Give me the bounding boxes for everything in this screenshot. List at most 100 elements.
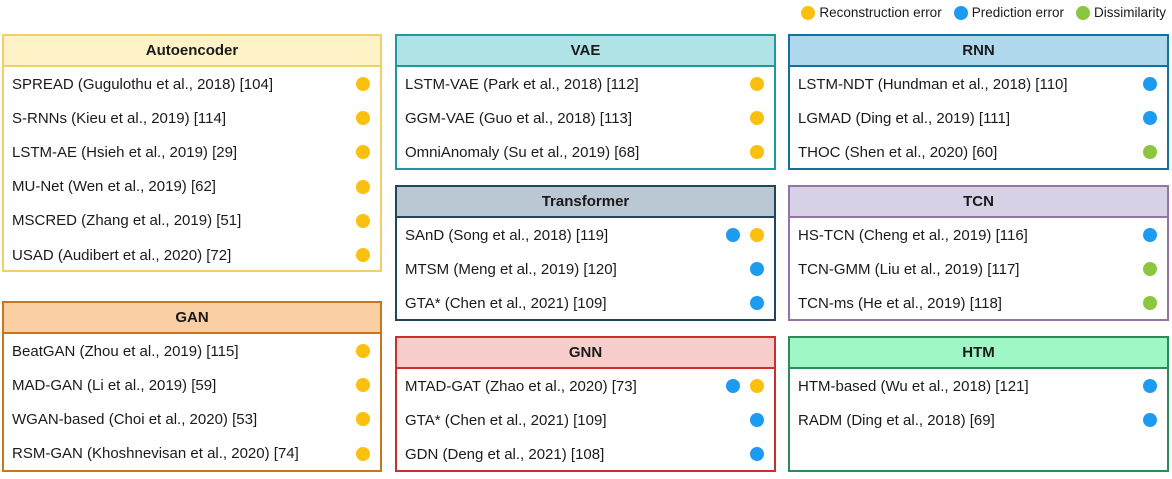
method-label: MU-Net (Wen et al., 2019) [62] [12, 178, 216, 196]
reconstruction-error-dot-icon [801, 5, 816, 20]
indicator-dots [750, 145, 764, 160]
method-row: MU-Net (Wen et al., 2019) [62] [4, 170, 380, 204]
method-row: SPREAD (Gugulothu et al., 2018) [104] [4, 67, 380, 101]
prediction-dot-icon [750, 262, 764, 277]
indicator-dots [1143, 296, 1157, 311]
reconstruction-dot-icon [750, 145, 764, 160]
reconstruction-dot-icon [356, 446, 370, 461]
method-label: USAD (Audibert et al., 2020) [72] [12, 246, 232, 264]
method-label: SAnD (Song et al., 2018) [119] [405, 226, 609, 244]
method-row: LGMAD (Ding et al., 2019) [111] [790, 101, 1167, 135]
gan-box: GAN BeatGAN (Zhou et al., 2019) [115] MAD-… [2, 301, 382, 472]
indicator-dots [356, 145, 370, 160]
reconstruction-dot-icon [750, 228, 764, 243]
tcn-box: TCN HS-TCN (Cheng et al., 2019) [116] TCN-… [788, 185, 1169, 321]
autoencoder-box-title: Autoencoder [4, 36, 380, 67]
reconstruction-dot-icon [356, 248, 370, 263]
method-row: HS-TCN (Cheng et al., 2019) [116] [790, 218, 1167, 252]
reconstruction-dot-icon [750, 77, 764, 92]
legend-label-prediction: Prediction error [971, 5, 1064, 20]
reconstruction-dot-icon [356, 412, 370, 427]
indicator-dots [1143, 228, 1157, 243]
prediction-dot-icon [750, 296, 764, 311]
htm-box-title: HTM [790, 338, 1167, 369]
method-row: HTM-based (Wu et al., 2018) [121] [790, 369, 1167, 403]
legend-item-dissimilarity: Dissimilarity [1076, 5, 1166, 20]
method-row: WGAN-based (Choi et al., 2020) [53] [4, 402, 380, 436]
method-label: SPREAD (Gugulothu et al., 2018) [104] [12, 75, 273, 93]
method-row: MSCRED (Zhang et al., 2019) [51] [4, 204, 380, 238]
method-row: GTA* (Chen et al., 2021) [109] [397, 403, 774, 437]
prediction-dot-icon [1143, 228, 1157, 243]
indicator-dots [750, 296, 764, 311]
indicator-dots [1143, 379, 1157, 394]
method-label: LSTM-NDT (Hundman et al., 2018) [110] [798, 75, 1068, 93]
reconstruction-dot-icon [356, 77, 370, 92]
prediction-error-dot-icon [953, 5, 968, 20]
indicator-dots [1143, 111, 1157, 126]
dissimilarity-dot-icon [1143, 262, 1157, 277]
reconstruction-dot-icon [750, 111, 764, 126]
legend-label-dissimilarity: Dissimilarity [1094, 5, 1166, 20]
indicator-dots [726, 379, 764, 394]
prediction-dot-icon [1143, 111, 1157, 126]
method-row: LSTM-NDT (Hundman et al., 2018) [110] [790, 67, 1167, 101]
method-row: TCN-GMM (Liu et al., 2019) [117] [790, 252, 1167, 286]
indicator-dots [750, 413, 764, 428]
prediction-dot-icon [726, 228, 740, 243]
method-row: SAnD (Song et al., 2018) [119] [397, 218, 774, 252]
reconstruction-dot-icon [750, 379, 764, 394]
indicator-dots [1143, 262, 1157, 277]
indicator-dots [356, 77, 370, 92]
vae-box-title: VAE [397, 36, 774, 67]
indicator-dots [750, 262, 764, 277]
indicator-dots [1143, 77, 1157, 92]
method-label: RSM-GAN (Khoshnevisan et al., 2020) [74] [12, 445, 299, 463]
method-row: USAD (Audibert et al., 2020) [72] [4, 238, 380, 272]
legend-item-reconstruction: Reconstruction error [801, 5, 942, 20]
method-label: TCN-ms (He et al., 2019) [118] [798, 294, 1002, 312]
method-row: BeatGAN (Zhou et al., 2019) [115] [4, 334, 380, 368]
dissimilarity-dot-icon [1143, 145, 1157, 160]
method-row: GGM-VAE (Guo et al., 2018) [113] [397, 101, 774, 135]
method-label: TCN-GMM (Liu et al., 2019) [117] [798, 260, 1020, 278]
prediction-dot-icon [750, 413, 764, 428]
reconstruction-dot-icon [356, 378, 370, 393]
indicator-dots [726, 228, 764, 243]
indicator-dots [750, 111, 764, 126]
indicator-dots [356, 111, 370, 126]
indicator-dots [356, 179, 370, 194]
prediction-dot-icon [726, 379, 740, 394]
method-label: GTA* (Chen et al., 2021) [109] [405, 411, 607, 429]
dissimilarity-dot-icon [1076, 5, 1090, 20]
prediction-dot-icon [1143, 77, 1157, 92]
gnn-box: GNN MTAD-GAT (Zhao et al., 2020) [73] GTA*… [395, 336, 776, 472]
indicator-dots [356, 378, 370, 393]
indicator-dots [356, 213, 370, 228]
method-label: BeatGAN (Zhou et al., 2019) [115] [12, 342, 239, 360]
method-label: WGAN-based (Choi et al., 2020) [53] [12, 410, 258, 428]
prediction-dot-icon [750, 447, 764, 462]
method-label: GTA* (Chen et al., 2021) [109] [405, 294, 607, 312]
indicator-dots [356, 248, 370, 263]
reconstruction-dot-icon [356, 213, 370, 228]
method-row: GTA* (Chen et al., 2021) [109] [397, 286, 774, 320]
reconstruction-dot-icon [356, 145, 370, 160]
rnn-box: RNN LSTM-NDT (Hundman et al., 2018) [110]… [788, 34, 1169, 170]
method-row: TCN-ms (He et al., 2019) [118] [790, 286, 1167, 320]
tcn-box-title: TCN [790, 187, 1167, 218]
method-label: MAD-GAN (Li et al., 2019) [59] [12, 376, 217, 394]
indicator-dots [1143, 145, 1157, 160]
legend-label-reconstruction: Reconstruction error [819, 5, 942, 20]
indicator-dots [1143, 413, 1157, 428]
rnn-box-title: RNN [790, 36, 1167, 67]
gnn-box-title: GNN [397, 338, 774, 369]
prediction-dot-icon [1143, 413, 1157, 428]
transformer-box-title: Transformer [397, 187, 774, 218]
method-label: HS-TCN (Cheng et al., 2019) [116] [798, 226, 1028, 244]
method-row: MTSM (Meng et al., 2019) [120] [397, 252, 774, 286]
method-row: S-RNNs (Kieu et al., 2019) [114] [4, 101, 380, 135]
method-label: MTSM (Meng et al., 2019) [120] [405, 260, 617, 278]
prediction-dot-icon [1143, 379, 1157, 394]
method-row: MAD-GAN (Li et al., 2019) [59] [4, 368, 380, 402]
